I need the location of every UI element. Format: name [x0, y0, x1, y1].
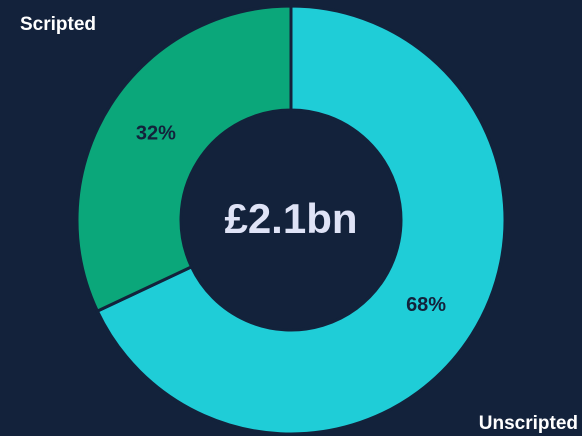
value-label: 32% [136, 123, 176, 145]
slices [75, 4, 507, 436]
center-label: £2.1bn [224, 195, 357, 242]
slice [75, 4, 293, 314]
slice [95, 4, 507, 436]
value-label: 68% [406, 294, 446, 316]
category-label: Unscripted [479, 413, 578, 434]
category-label: Scripted [20, 14, 96, 35]
